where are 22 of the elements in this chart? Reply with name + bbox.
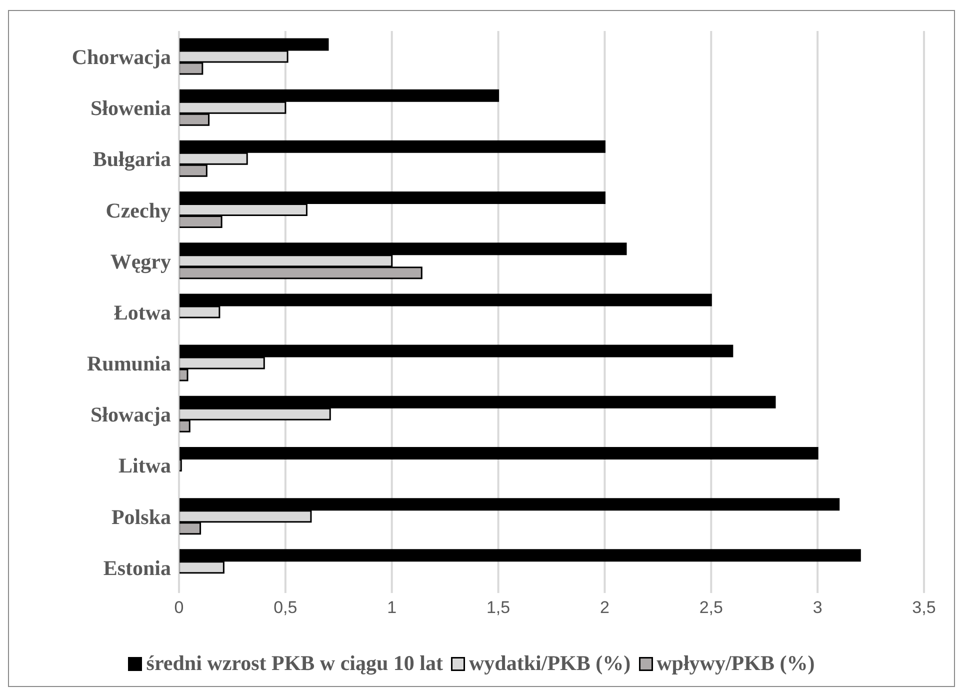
y-tick-label: Słowacja [90,402,172,427]
x-tick-label: 1 [387,598,397,618]
legend-label: średni wzrost PKB w ciągu 10 lat [145,651,444,676]
x-tick-label: 2,5 [699,598,723,618]
y-tick-label: Chorwacja [72,45,172,69]
x-tick-label: 1,5 [486,598,510,618]
y-tick-label: Czechy [106,198,172,222]
y-tick-label: Węgry [110,249,172,274]
y-tick-label: Słowenia [90,96,172,120]
x-tick-label: 3,5 [912,598,936,618]
y-tick-label: Litwa [118,454,172,478]
y-tick-label: Rumunia [86,352,172,376]
y-tick-label: Estonia [103,556,172,580]
y-tick-label: Polska [111,504,172,529]
x-tick-label: 0 [174,598,184,618]
y-tick-label: Bułgaria [92,147,172,172]
x-tick-label: 3 [812,598,822,618]
x-tick-label: 0,5 [274,598,298,618]
legend-label: wydatki/PKB (%) [468,651,631,676]
x-tick-label: 2 [600,598,610,618]
legend-label: wpływy/PKB (%) [656,651,815,676]
y-tick-label: Łotwa [114,300,172,324]
